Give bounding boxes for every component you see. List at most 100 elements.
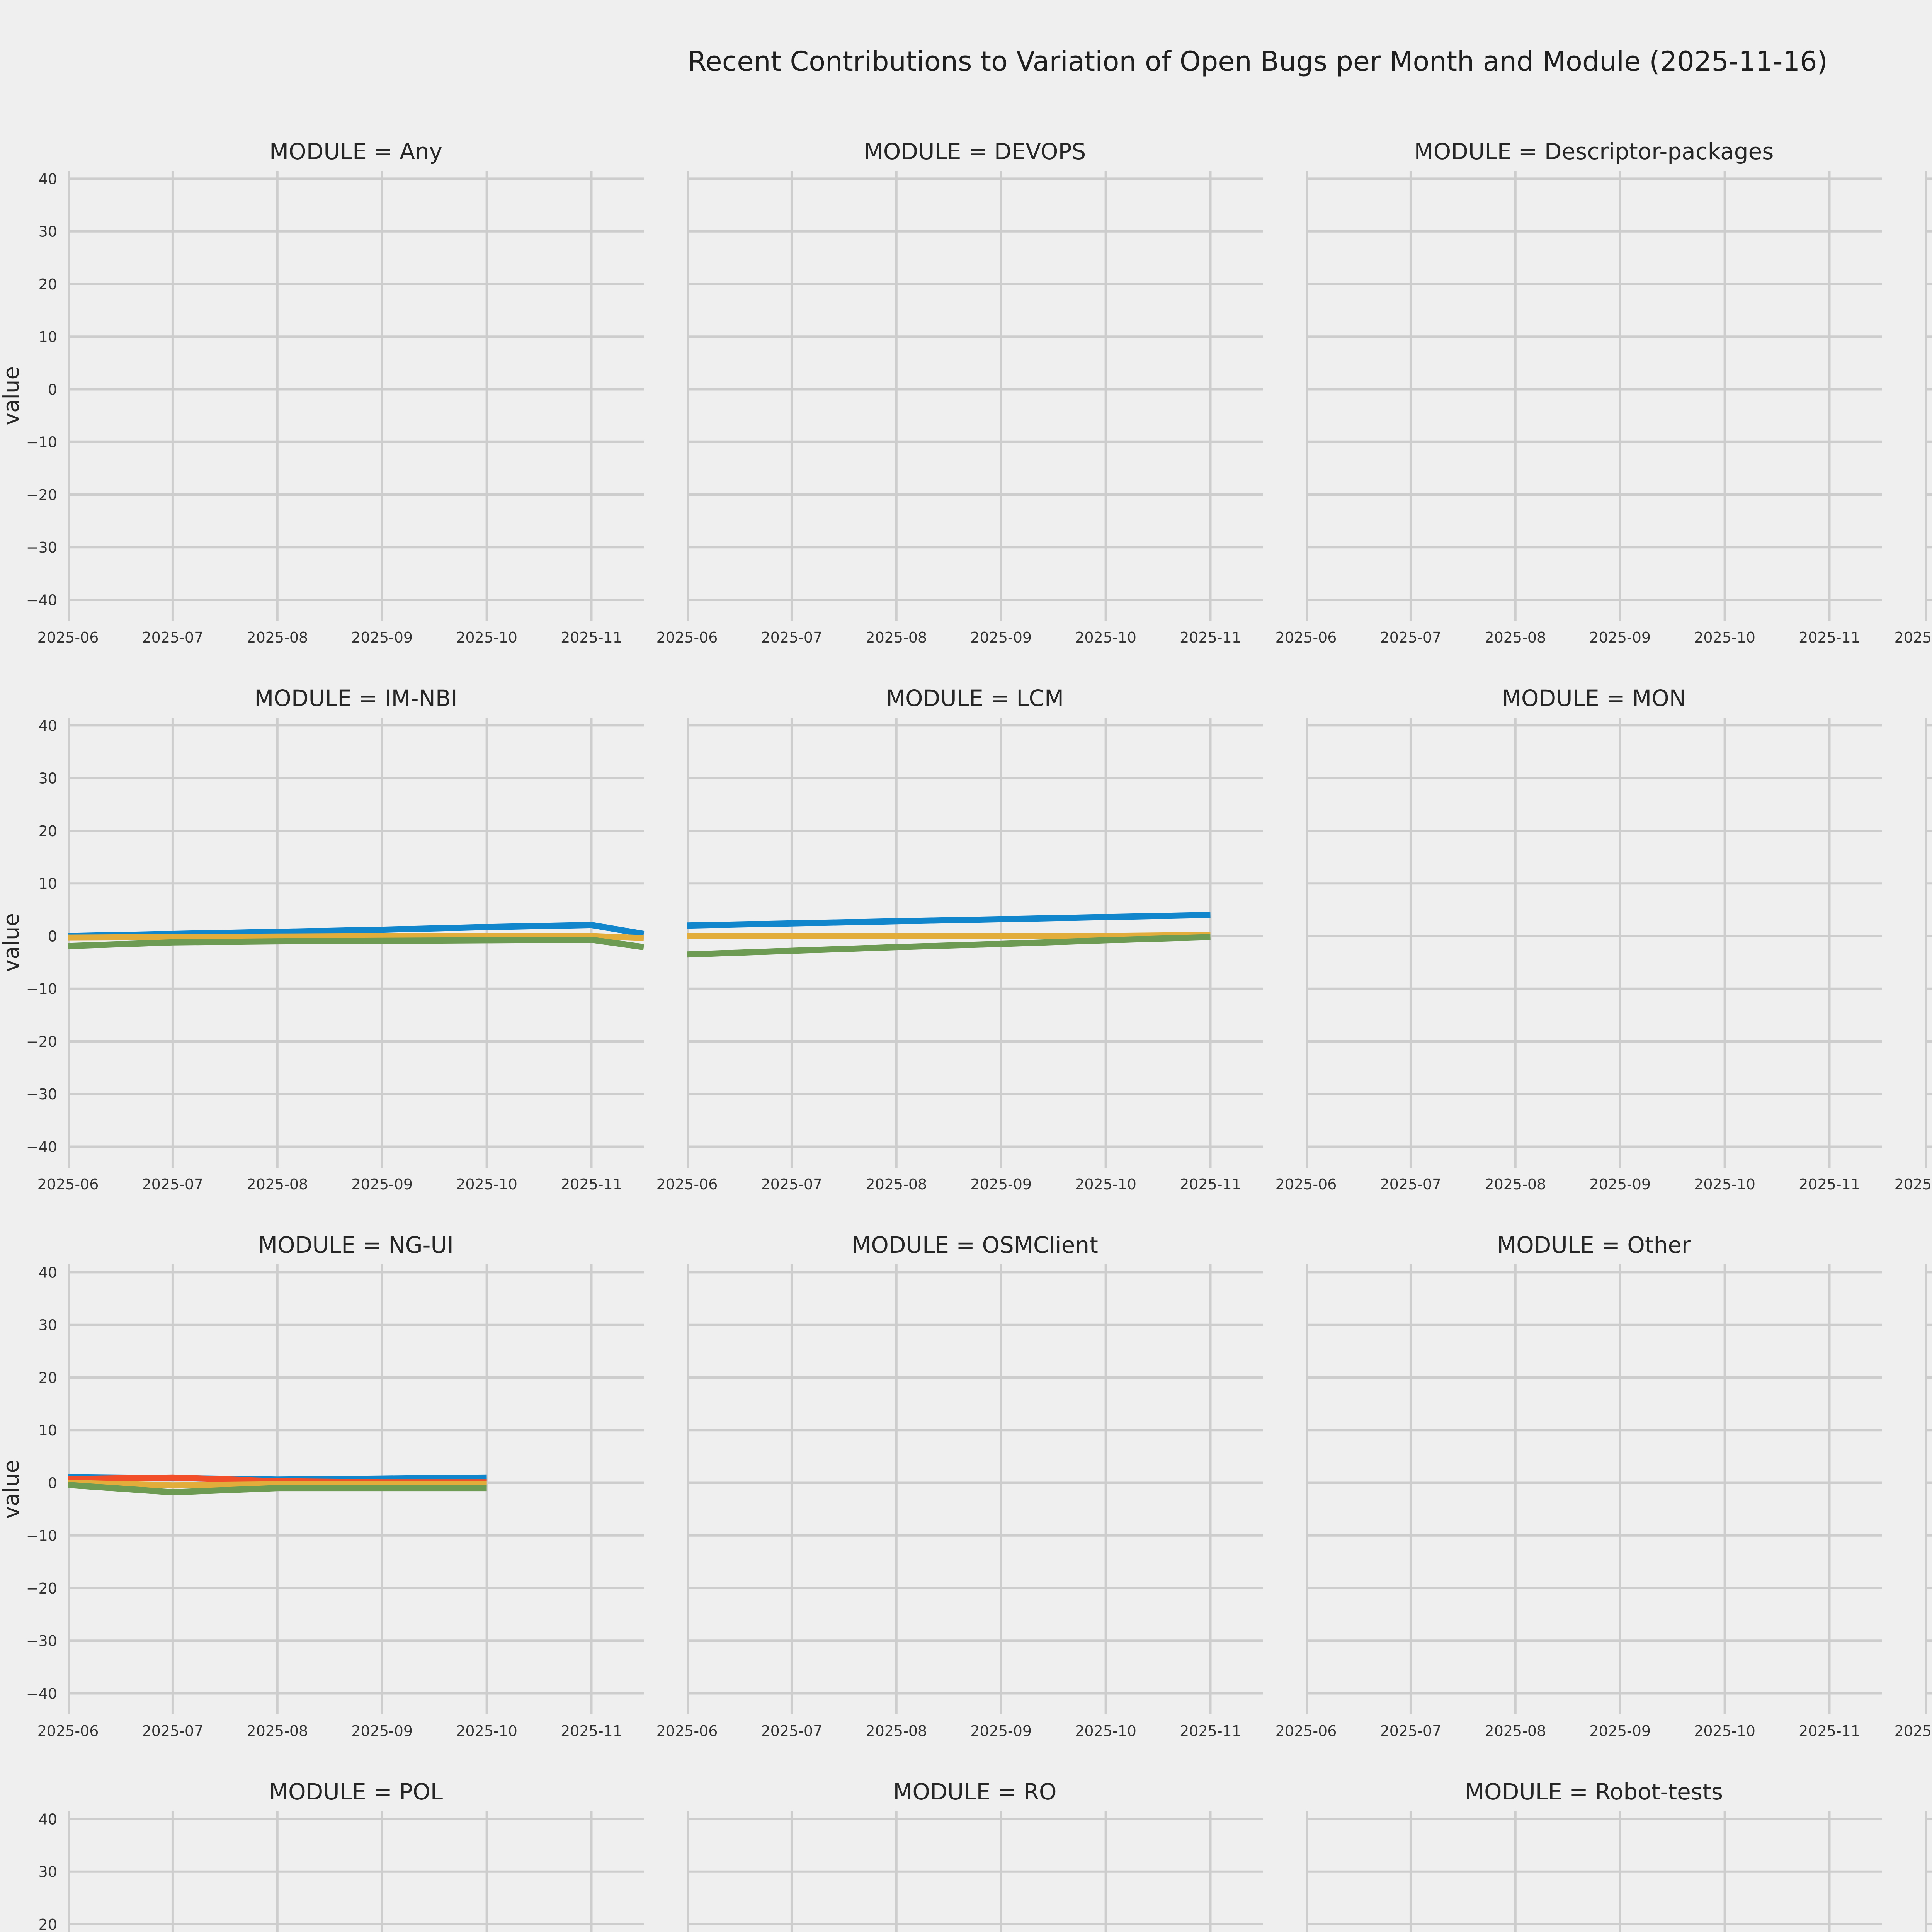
figure-title: Recent Contributions to Variation of Ope… — [688, 46, 1828, 77]
facet-title: MODULE = PLA — [1925, 1232, 1932, 1258]
y-tick-label: −20 — [26, 1580, 57, 1597]
y-tick-label: −30 — [26, 1086, 57, 1103]
y-axis-label: value — [0, 366, 24, 425]
x-tick-label: 2025-06 — [1895, 1723, 1932, 1740]
y-tick-label: 20 — [39, 1369, 57, 1386]
facet-plot-pol: 2025-062025-072025-082025-092025-102025-… — [39, 1811, 644, 1932]
y-tick-label: 10 — [39, 875, 57, 892]
facet-plot-ng-ui: 2025-06 2025-07 2025-08 2025-09 2025-10 2025-… — [0, 1264, 644, 1740]
facet-plot-pla: 2025-062025-072025-082025-092025-102025-… — [1895, 1264, 1932, 1740]
y-tick-label: 40 — [39, 1811, 57, 1828]
y-tick-label: 30 — [39, 223, 57, 240]
x-tick-label: 2025-10 — [1075, 1176, 1136, 1193]
y-tick-label: −20 — [26, 486, 57, 503]
x-tick-label: 2025-10 — [1694, 1723, 1755, 1740]
facet-other: MODULE = Other 2025-06 2025-07 2025-08 2025-… — [1276, 1232, 1882, 1745]
x-tick-label: 2025-09 — [1589, 1176, 1651, 1193]
x-tick-label: 2025-10 — [456, 1723, 517, 1740]
y-tick-label: −40 — [26, 1685, 57, 1702]
x-tick-label: 2025-06 — [656, 1723, 718, 1740]
facet-devops: MODULE = DEVOPS 2025-06 2025-07 2025-08 2025… — [656, 138, 1263, 651]
y-tick-label: −20 — [26, 1033, 57, 1050]
x-tick-label: 2025-08 — [866, 1723, 927, 1740]
facet-plot-other: 2025-06 2025-07 2025-08 2025-09 2025-10 2025-… — [1276, 1264, 1882, 1740]
y-tick-label: 20 — [39, 1916, 57, 1932]
x-tick-label: 2025-09 — [1589, 629, 1651, 646]
facet-plot-documentation-wiki: 2025-062025-072025-082025-092025-102025-… — [1895, 171, 1932, 646]
x-tick-label: 2025-06 — [37, 1723, 99, 1740]
x-tick-label: 2025-07 — [761, 1176, 823, 1193]
y-tick-label: 20 — [39, 823, 57, 840]
facet-descriptor-packages: MODULE = Descriptor-packages 2025-06 2025-… — [1276, 138, 1882, 651]
series-line-false_closed — [68, 933, 644, 941]
facet-plot-descriptor-packages: 2025-06 2025-07 2025-08 2025-09 2025-10 2025-… — [1276, 171, 1882, 646]
facet-title: MODULE = MON — [1502, 685, 1686, 711]
y-tick-label: 10 — [39, 1422, 57, 1439]
series-line-closed — [68, 937, 645, 951]
series-line-false_closed — [687, 932, 1211, 939]
x-tick-label: 2025-06 — [37, 629, 99, 646]
x-tick-label: 2025-11 — [561, 1723, 622, 1740]
facet-plot-im-nbi: 2025-06 2025-07 2025-08 2025-09 2025-10 2025-… — [0, 717, 645, 1193]
x-tick-label: 2025-11 — [1799, 1176, 1860, 1193]
x-tick-label: 2025-06 — [1895, 629, 1932, 646]
facet-any: MODULE = Any 2025-06 2025-07 2025-08 2025-09… — [0, 138, 644, 651]
y-tick-label: 30 — [39, 1317, 57, 1334]
facet-unknown: MODULE = Unknown 2025-062025-072025-08202… — [1925, 1779, 1932, 1932]
x-tick-label: 2025-07 — [142, 1176, 204, 1193]
series-line-opened — [687, 912, 1211, 929]
x-tick-label: 2025-08 — [247, 1176, 308, 1193]
x-tick-label: 2025-11 — [1180, 1176, 1241, 1193]
facet-im-nbi: MODULE = IM-NBI 2025-06 2025-07 2025-08 2025… — [0, 685, 645, 1198]
facet-plot-devops: 2025-06 2025-07 2025-08 2025-09 2025-10 2025-… — [656, 171, 1263, 646]
x-tick-label: 2025-07 — [142, 629, 204, 646]
y-tick-label: −40 — [26, 1139, 57, 1156]
x-tick-label: 2025-06 — [656, 629, 718, 646]
x-tick-label: 2025-07 — [761, 1723, 823, 1740]
y-tick-label: 30 — [39, 770, 57, 787]
y-tick-label: 40 — [39, 170, 57, 187]
x-tick-label: 2025-11 — [561, 629, 622, 646]
y-tick-label: 0 — [48, 381, 57, 398]
x-tick-label: 2025-08 — [1485, 1176, 1546, 1193]
facet-title: MODULE = DEVOPS — [864, 138, 1086, 165]
x-tick-label: 2025-09 — [970, 629, 1032, 646]
y-tick-label: 0 — [48, 1475, 57, 1492]
facet-osmclient: MODULE = OSMClient 2025-06 2025-07 2025-08 2… — [656, 1232, 1263, 1745]
y-tick-label: −10 — [26, 1527, 57, 1544]
x-tick-label: 2025-06 — [656, 1176, 718, 1193]
facet-grid: MODULE = Any 2025-06 2025-07 2025-08 2025-09… — [0, 77, 1932, 1932]
facet-pla: MODULE = PLA 2025-062025-072025-082025-09… — [1895, 1232, 1932, 1745]
y-tick-label: 0 — [48, 928, 57, 945]
facet-title: MODULE = POL — [269, 1779, 443, 1805]
facet-plot-robot-tests: 2025-062025-072025-082025-092025-102025-… — [1306, 1811, 1882, 1932]
y-tick-label: 40 — [39, 717, 57, 734]
facet-title: MODULE = OSMClient — [852, 1232, 1098, 1258]
x-tick-label: 2025-11 — [1799, 629, 1860, 646]
x-tick-label: 2025-10 — [1694, 1176, 1755, 1193]
facet-title: MODULE = Unknown — [1925, 1779, 1932, 1805]
x-tick-label: 2025-09 — [351, 629, 413, 646]
x-tick-label: 2025-07 — [1380, 629, 1442, 646]
x-tick-label: 2025-06 — [1895, 1176, 1932, 1193]
facet-plot-unknown: 2025-062025-072025-082025-092025-102025-… — [1925, 1811, 1932, 1932]
facet-mon: MODULE = MON 2025-06 2025-07 2025-08 2025-09… — [1276, 685, 1882, 1198]
facet-plot-any: 2025-06 2025-07 2025-08 2025-09 2025-10 2025-… — [0, 170, 644, 646]
x-tick-label: 2025-06 — [1276, 1176, 1337, 1193]
x-tick-label: 2025-08 — [866, 629, 927, 646]
x-tick-label: 2025-07 — [1380, 1176, 1442, 1193]
facet-plot-mon: 2025-06 2025-07 2025-08 2025-09 2025-10 2025-… — [1276, 718, 1882, 1193]
x-tick-label: 2025-08 — [866, 1176, 927, 1193]
facet-lcm: MODULE = LCM 2025-06 2025-07 2025-08 2025-09… — [656, 685, 1263, 1198]
facet-title: MODULE = Robot-tests — [1465, 1779, 1723, 1805]
series-line-opened — [68, 922, 645, 939]
facet-documentation-wiki: MODULE = Documentation / Wiki 2025-062025… — [1895, 138, 1932, 651]
x-tick-label: 2025-11 — [1180, 629, 1241, 646]
x-tick-label: 2025-07 — [761, 629, 823, 646]
y-tick-label: −10 — [26, 434, 57, 451]
facet-n2vc: MODULE = N2VC 2025-062025-072025-082025-0… — [1895, 685, 1932, 1198]
y-tick-label: 20 — [39, 276, 57, 293]
facet-title: MODULE = LCM — [886, 685, 1064, 711]
facet-plot-lcm: 2025-06 2025-07 2025-08 2025-09 2025-10 2025-… — [656, 718, 1263, 1193]
facet-ng-ui: MODULE = NG-UI 2025-06 2025-07 2025-08 2025-… — [0, 1232, 644, 1745]
